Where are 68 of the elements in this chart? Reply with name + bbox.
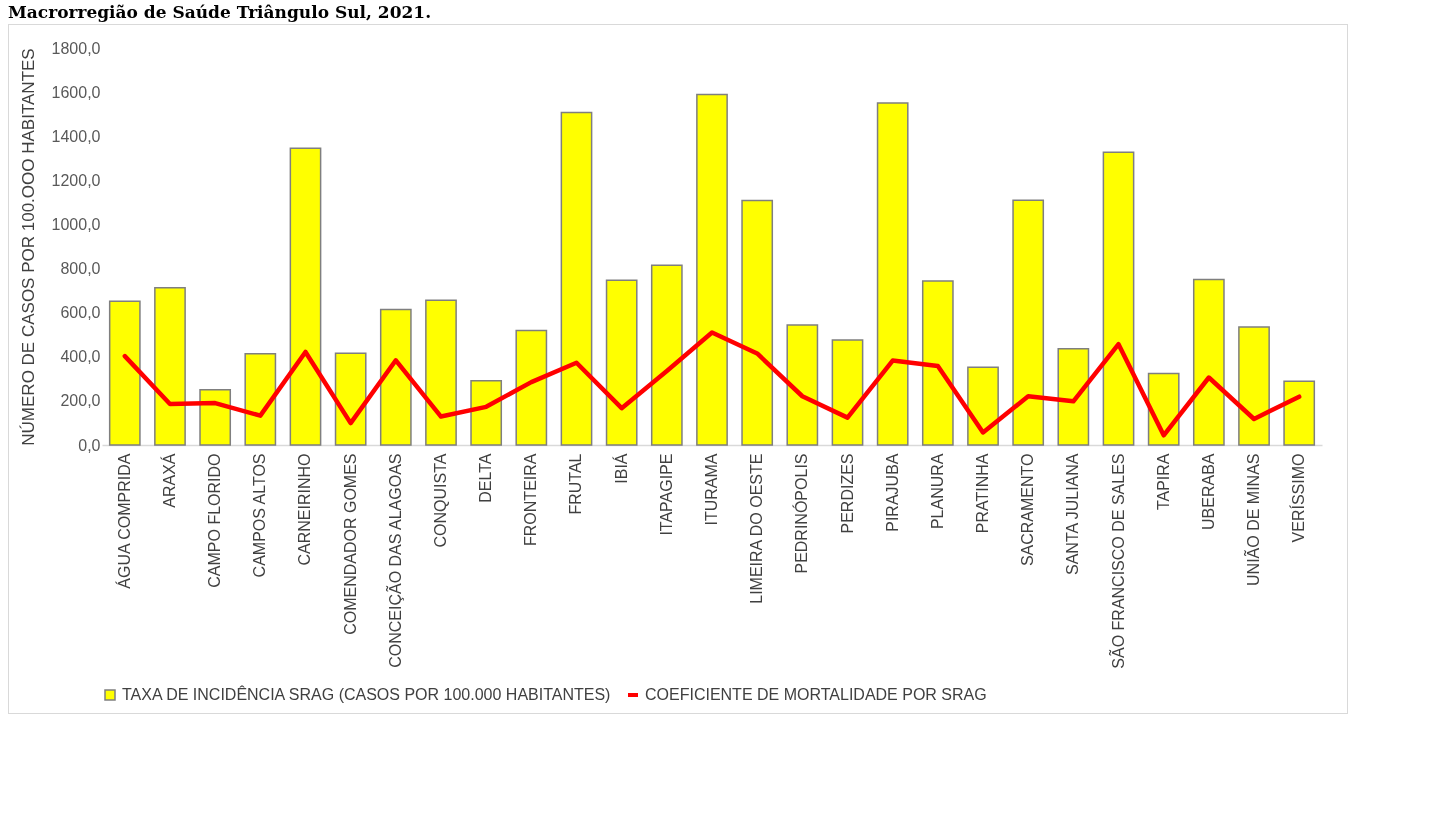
x-tick-label: PERDIZES [838, 453, 856, 534]
x-tick-label: LIMEIRA DO OESTE [748, 453, 766, 604]
chart-title: Macrorregião de Saúde Triângulo Sul, 2021. [7, 1, 433, 24]
x-tick-label: UNIÃO DE MINAS [1243, 453, 1263, 586]
bar [199, 388, 232, 446]
bar [1057, 348, 1090, 446]
bar [831, 339, 864, 446]
x-tick-label: PIRAJUBA [883, 453, 901, 532]
bar [921, 280, 954, 446]
x-tick-label: FRONTEIRA [522, 453, 540, 546]
y-tick-label: 400,0 [60, 348, 101, 366]
bar [1102, 151, 1135, 446]
bar [876, 102, 909, 446]
x-tick-label: CONQUISTA [431, 453, 449, 548]
x-tick-label: TAPIRA [1154, 453, 1172, 511]
bar [560, 111, 593, 446]
y-tick-label: 200,0 [60, 392, 101, 410]
x-tick-label: CONCEIÇÃO DAS ALAGOAS [384, 453, 404, 668]
x-tick-label: ÁGUA COMPRIDA [114, 453, 133, 589]
bar [154, 286, 186, 446]
x-tick-label: VERÍSSIMO [1289, 453, 1308, 543]
bar [244, 352, 277, 446]
y-tick-label: 600,0 [60, 304, 101, 322]
x-tick-label: SÃO FRANCISCO DE SALES [1107, 453, 1127, 669]
bar [334, 352, 367, 446]
bar [1283, 380, 1316, 446]
x-tick-label: ITURAMA [703, 453, 720, 526]
line-series [122, 330, 1302, 438]
x-tick-label: COMENDADOR GOMES [341, 453, 359, 635]
bar [515, 329, 548, 446]
bar [650, 264, 683, 446]
x-tick-label: UBERABA [1199, 453, 1217, 530]
bar [1012, 199, 1045, 446]
x-tick-label: PLANURA [928, 453, 946, 530]
bar [1192, 278, 1225, 446]
y-tick-label: 0,0 [78, 436, 101, 454]
bar [741, 199, 774, 446]
x-tick-label: PEDRINÓPOLIS [792, 453, 811, 574]
bar [786, 324, 819, 446]
bar [289, 147, 322, 446]
y-tick-label: 1400,0 [51, 127, 101, 145]
y-tick-label: 1200,0 [51, 171, 101, 189]
bar [108, 300, 141, 446]
x-tick-label: PRATINHA [974, 453, 992, 534]
bar [425, 299, 457, 446]
x-tick-label: ITAPAGIPE [657, 453, 675, 536]
x-tick-label: SANTA JULIANA [1064, 453, 1082, 576]
bar [1238, 326, 1270, 446]
bar [470, 380, 503, 446]
x-tick-label: ARAXÁ [159, 453, 178, 508]
y-tick-label: 800,0 [60, 260, 101, 278]
y-axis-title: NÚMERO DE CASOS POR 100.OOO HABITANTES [18, 48, 38, 446]
bar [379, 308, 412, 446]
x-tick-label: DELTA [477, 453, 495, 503]
x-tick-label: IBIÁ [611, 453, 630, 484]
bar [696, 93, 728, 446]
legend-label: COEFICIENTE DE MORTALIDADE POR SRAG [645, 686, 987, 703]
x-tick-label: CAMPOS ALTOS [251, 453, 269, 578]
x-tick-label: CARNEIRINHO [296, 453, 314, 566]
y-tick-label: 1000,0 [51, 215, 101, 233]
y-tick-label: 1600,0 [51, 83, 101, 101]
bar [967, 366, 999, 446]
x-tick-label: SACRAMENTO [1019, 453, 1037, 567]
y-tick-label: 1800,0 [51, 39, 101, 57]
bar [605, 279, 638, 446]
x-tick-label: CAMPO FLORIDO [206, 453, 224, 588]
x-tick-label: FRUTAL [567, 453, 585, 515]
legend-label: TAXA DE INCIDÊNCIA SRAG (CASOS POR 100.000 HABITANTES) [122, 685, 611, 703]
